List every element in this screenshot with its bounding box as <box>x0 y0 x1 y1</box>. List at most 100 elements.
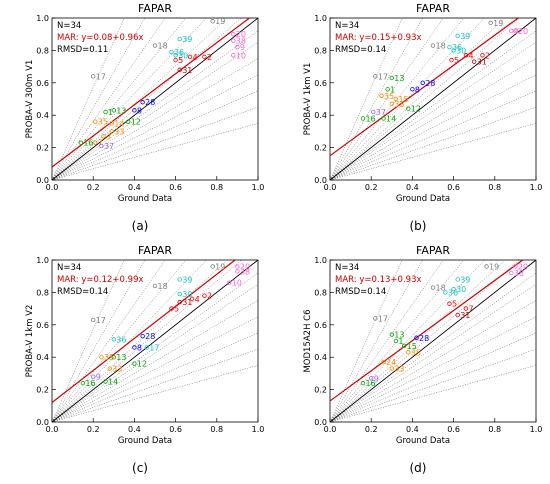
x-axis-label: Ground Data <box>396 194 450 204</box>
data-point <box>231 53 236 58</box>
x-axis-label: Ground Data <box>396 436 450 446</box>
data-point-label: 36 <box>174 48 184 57</box>
fan-line-upper <box>52 260 187 422</box>
data-point-label: 38 <box>514 269 524 278</box>
data-point <box>144 345 149 350</box>
data-point-label: 19 <box>215 262 225 271</box>
data-point <box>371 109 376 115</box>
data-point <box>132 345 137 350</box>
data-point <box>90 317 96 323</box>
data-point <box>381 116 386 121</box>
data-point <box>173 53 178 58</box>
x-tick-label: 0.8 <box>488 183 501 192</box>
fan-line-upper <box>330 260 403 422</box>
y-tick-label: 0.0 <box>36 176 49 185</box>
data-point-label: 10 <box>232 279 242 288</box>
panel-label: (d) <box>410 461 427 475</box>
data-point-label: 37 <box>104 142 114 151</box>
data-point-label: 9 <box>96 373 101 382</box>
y-tick-label: 0.0 <box>314 176 327 185</box>
data-point-label: 38 <box>240 267 250 276</box>
data-point-label: 12 <box>131 118 141 127</box>
fan-line-lower <box>52 316 258 422</box>
data-point-label: 39 <box>182 275 192 284</box>
data-point-label: 5 <box>174 305 179 314</box>
y-tick-label: 0.8 <box>36 288 49 297</box>
data-point-label: 8 <box>137 106 142 115</box>
data-point <box>169 49 174 55</box>
y-tick-label: 0.2 <box>314 386 327 395</box>
chart-panel-1: FAPAR 0.00.0 0.2 0.2 0.4 0.4 0.6 0.6 0.8 0.8 1.0 1.… <box>25 2 264 233</box>
fan-line-lower <box>330 123 536 180</box>
data-point-label: 9 <box>514 27 519 36</box>
x-tick-label: 0.2 <box>87 425 100 434</box>
data-point <box>379 93 384 98</box>
mar-regression-line <box>52 260 237 404</box>
data-point-label: 13 <box>116 353 126 362</box>
chart-title: FAPAR <box>138 2 172 15</box>
fan-line-lower <box>330 90 536 180</box>
data-point <box>451 48 456 53</box>
data-point <box>430 285 436 290</box>
data-point-label: 35 <box>98 118 108 127</box>
data-point-label: 30 <box>178 51 188 60</box>
data-point-label: 2 <box>485 51 490 60</box>
data-point-label: 13 <box>394 74 404 83</box>
data-point <box>451 286 456 292</box>
x-tick-label: 1.0 <box>530 183 543 192</box>
data-point <box>401 343 407 349</box>
chart-panel-2: FAPAR 0.00.0 0.2 0.2 0.4 0.4 0.6 0.6 0.8 0.8 1.0 1.… <box>303 2 542 233</box>
x-tick-label: 0.6 <box>169 183 182 192</box>
data-point <box>107 366 112 371</box>
fan-line-upper <box>52 260 145 422</box>
data-point <box>187 54 193 60</box>
fan-line-upper <box>330 18 520 180</box>
data-point <box>235 264 240 269</box>
x-tick-label: 0.6 <box>447 425 460 434</box>
y-tick-label: 1.0 <box>36 14 49 23</box>
data-point <box>126 119 131 124</box>
data-point-label: 18 <box>158 282 168 291</box>
fan-line-upper <box>330 18 423 180</box>
x-tick-label: 0.2 <box>365 425 378 434</box>
data-point <box>373 74 378 79</box>
fan-line-lower <box>52 300 258 422</box>
data-point <box>90 374 96 379</box>
data-point-label: 18 <box>436 284 446 293</box>
stat-n: N=34 <box>57 263 81 273</box>
stat-mar: MAR: y=0.12+0.99x <box>57 275 144 285</box>
data-point <box>509 270 514 276</box>
data-point <box>513 28 518 34</box>
data-point <box>455 277 460 282</box>
plot-frame <box>329 17 537 181</box>
data-point <box>177 291 182 297</box>
data-point <box>393 338 399 344</box>
panel-label: (b) <box>410 219 427 233</box>
data-point <box>80 380 86 386</box>
data-point <box>389 332 394 337</box>
data-point-label: 30 <box>456 46 466 55</box>
data-point-label: 35 <box>411 348 421 357</box>
data-point-label: 16 <box>365 379 375 388</box>
data-point-label: 2 <box>207 292 212 301</box>
data-point <box>373 316 378 321</box>
data-point <box>93 119 98 124</box>
plot-frame <box>329 259 537 423</box>
fan-line-upper <box>52 260 125 422</box>
data-point-label: 39 <box>460 275 470 284</box>
fan-line-lower <box>330 74 536 180</box>
fan-line-upper <box>52 18 145 180</box>
data-point <box>103 109 108 115</box>
stat-rmsd: RMSD=0.11 <box>57 45 108 55</box>
x-tick-label: 0.4 <box>406 425 419 434</box>
fan-line-upper <box>52 18 242 180</box>
data-point-label: 33 <box>114 127 124 136</box>
stat-n: N=34 <box>57 21 81 31</box>
data-point <box>488 20 493 26</box>
y-tick-label: 1.0 <box>314 14 327 23</box>
data-point-label: 12 <box>411 105 421 114</box>
data-point-label: 18 <box>436 42 446 51</box>
data-point <box>177 277 182 282</box>
data-point-label: 14 <box>108 378 118 387</box>
data-point-label: 1 <box>390 85 395 94</box>
